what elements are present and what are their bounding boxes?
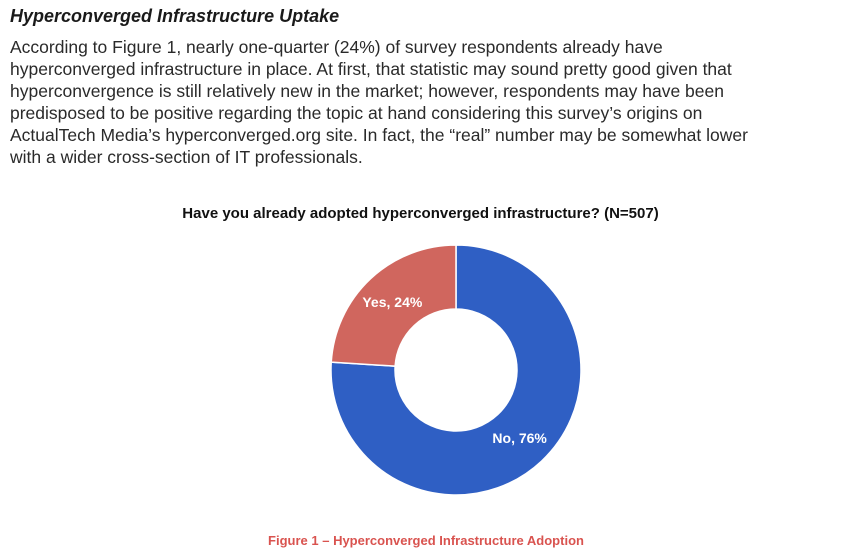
body-paragraph: According to Figure 1, nearly one-quarte… (10, 36, 838, 168)
paragraph-line: According to Figure 1, nearly one-quarte… (10, 37, 663, 57)
donut-chart: No, 76% Yes, 24% (330, 244, 582, 496)
donut-slice-yes (330, 244, 457, 367)
chart-title: Have you already adopted hyperconverged … (182, 205, 659, 222)
paragraph-line: hyperconvergence is still relatively new… (10, 81, 724, 101)
paragraph-line: hyperconverged infrastructure in place. … (10, 59, 732, 79)
paragraph-line: predisposed to be positive regarding the… (10, 103, 703, 123)
donut-slice-no (330, 244, 582, 496)
figure-caption: Figure 1 – Hyperconverged Infrastructure… (268, 533, 584, 548)
section-heading: Hyperconverged Infrastructure Uptake (10, 6, 340, 26)
paragraph-line: with a wider cross-section of IT profess… (10, 147, 363, 167)
slice-label-no: No, 76% (492, 430, 547, 446)
paragraph-line: ActualTech Media’s hyperconverged.org si… (10, 125, 748, 145)
slice-label-yes: Yes, 24% (362, 294, 422, 310)
